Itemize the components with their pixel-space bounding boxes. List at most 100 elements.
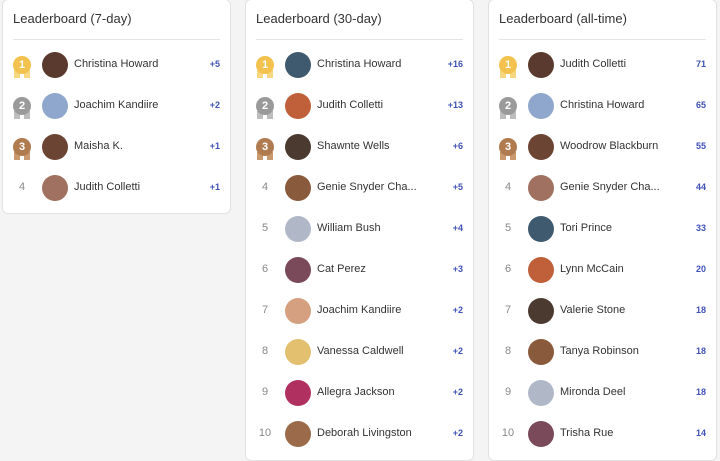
rank-number: 8: [261, 345, 269, 357]
leaderboard-row: 8 Tanya Robinson 18: [489, 332, 716, 373]
avatar: [528, 421, 554, 447]
medal-ribbon: [24, 152, 30, 160]
score: 55: [695, 141, 706, 151]
rank-number: 5: [261, 222, 269, 234]
avatar: [285, 380, 311, 406]
user-name: Tori Prince: [560, 222, 612, 234]
avatar: [285, 216, 311, 242]
avatar: [285, 421, 311, 447]
avatar: [285, 93, 311, 119]
avatar: [42, 52, 68, 78]
user-name: Christina Howard: [560, 99, 645, 111]
medal-ribbon: [24, 111, 30, 119]
rank-number: 4: [18, 181, 26, 193]
user-name: Joachim Kandiire: [317, 304, 402, 316]
user-name: Genie Snyder Cha...: [317, 181, 417, 193]
rank-number: 2: [499, 97, 517, 115]
rank-number: 8: [504, 345, 512, 357]
score: +1: [209, 182, 220, 192]
user-name: Mironda Deel: [560, 386, 626, 398]
user-name: Christina Howard: [317, 58, 402, 70]
user-name: Cat Perez: [317, 263, 366, 275]
score: +5: [452, 182, 463, 192]
rank-number: 9: [504, 386, 512, 398]
rank-number: 2: [13, 97, 31, 115]
leaderboard-row: 7 Valerie Stone 18: [489, 291, 716, 332]
rank-number: 3: [13, 138, 31, 156]
leaderboard-row: 5 Tori Prince 33: [489, 209, 716, 250]
rank-number: 5: [504, 222, 512, 234]
user-name: Joachim Kandiire: [74, 99, 159, 111]
avatar: [528, 257, 554, 283]
user-name: Deborah Livingston: [317, 427, 412, 439]
score: 18: [695, 387, 706, 397]
medal-ribbon: [510, 70, 516, 78]
score: +13: [447, 100, 463, 110]
medal-ribbon: [24, 70, 30, 78]
medal-ribbon: [500, 152, 506, 160]
medal-ribbon: [510, 152, 516, 160]
score: 18: [695, 346, 706, 356]
rank-number: 1: [499, 56, 517, 74]
rank-number: 7: [504, 304, 512, 316]
avatar: [528, 339, 554, 365]
score: +2: [209, 100, 220, 110]
leaderboard-row: 10 Deborah Livingston +2: [246, 414, 473, 455]
leaderboard-card: Leaderboard (all-time) 1 Judith Colletti 71…: [488, 0, 717, 461]
score: +4: [452, 223, 463, 233]
score: 71: [695, 59, 706, 69]
rank-number: 4: [504, 181, 512, 193]
score: 44: [695, 182, 706, 192]
user-name: Shawnte Wells: [317, 140, 390, 152]
rank-medal: 1: [13, 56, 31, 78]
leaderboard-card: Leaderboard (30-day) 1 Christina Howard +16…: [245, 0, 474, 461]
score: 65: [695, 100, 706, 110]
rank-number: 9: [261, 386, 269, 398]
rank-number: 3: [499, 138, 517, 156]
user-name: Woodrow Blackburn: [560, 140, 659, 152]
leaderboard-row: 1 Christina Howard +16: [246, 45, 473, 86]
rank-medal: 2: [256, 97, 274, 119]
rank-number: 10: [501, 427, 515, 439]
avatar: [285, 339, 311, 365]
leaderboard-row: 9 Mironda Deel 18: [489, 373, 716, 414]
user-name: William Bush: [317, 222, 381, 234]
rank-medal: 1: [256, 56, 274, 78]
leaderboard-row: 6 Cat Perez +3: [246, 250, 473, 291]
card-title: Leaderboard (7-day): [13, 11, 132, 26]
avatar: [528, 93, 554, 119]
rank-number: 4: [261, 181, 269, 193]
divider: [499, 39, 706, 40]
score: 18: [695, 305, 706, 315]
score: +1: [209, 141, 220, 151]
leaderboard-row: 1 Christina Howard +5: [3, 45, 230, 86]
leaderboard-row: 4 Genie Snyder Cha... +5: [246, 168, 473, 209]
rank-medal: 2: [13, 97, 31, 119]
medal-ribbon: [500, 70, 506, 78]
avatar: [285, 134, 311, 160]
score: 20: [695, 264, 706, 274]
avatar: [528, 298, 554, 324]
medal-ribbon: [14, 152, 20, 160]
medal-ribbon: [267, 152, 273, 160]
rank-medal: 1: [499, 56, 517, 78]
score: +2: [452, 305, 463, 315]
leaderboard-row: 2 Judith Colletti +13: [246, 86, 473, 127]
leaderboard-row: 2 Joachim Kandiire +2: [3, 86, 230, 127]
rank-medal: 2: [499, 97, 517, 119]
score: +6: [452, 141, 463, 151]
card-title: Leaderboard (30-day): [256, 11, 382, 26]
medal-ribbon: [267, 111, 273, 119]
rank-medal: 3: [256, 138, 274, 160]
card-title: Leaderboard (all-time): [499, 11, 627, 26]
leaderboard-row: 3 Shawnte Wells +6: [246, 127, 473, 168]
leaderboard-card: Leaderboard (7-day) 1 Christina Howard +5 2 J…: [2, 0, 231, 214]
rank-medal: 3: [13, 138, 31, 160]
leaderboard-row: 8 Vanessa Caldwell +2: [246, 332, 473, 373]
user-name: Maisha K.: [74, 140, 123, 152]
leaderboard-row: 3 Woodrow Blackburn 55: [489, 127, 716, 168]
avatar: [285, 52, 311, 78]
rank-medal: 3: [499, 138, 517, 160]
rank-number: 10: [258, 427, 272, 439]
avatar: [528, 216, 554, 242]
